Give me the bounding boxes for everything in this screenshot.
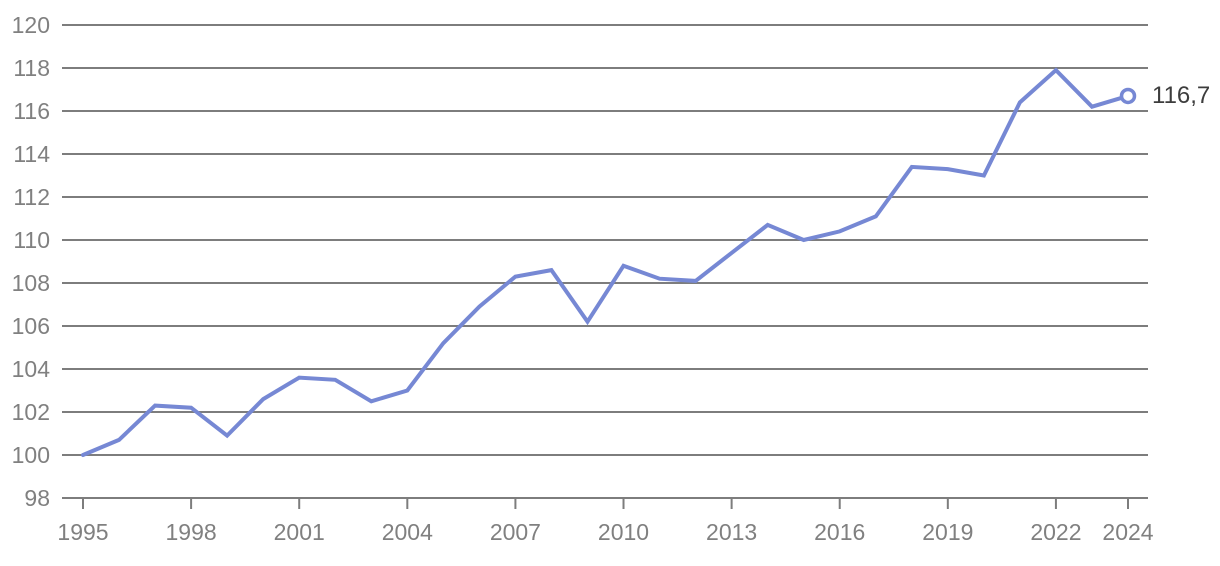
x-tick-label: 1995 bbox=[57, 519, 108, 545]
y-tick-label: 104 bbox=[12, 356, 51, 382]
y-tick-label: 102 bbox=[12, 399, 50, 425]
y-tick-label: 112 bbox=[13, 184, 50, 210]
y-tick-label: 120 bbox=[12, 12, 50, 38]
x-tick-label: 2007 bbox=[490, 519, 541, 545]
x-tick-label: 2022 bbox=[1030, 519, 1081, 545]
x-tick-label: 2001 bbox=[274, 519, 325, 545]
x-tick-label: 2013 bbox=[706, 519, 757, 545]
end-marker bbox=[1119, 87, 1137, 105]
y-tick-label: 116 bbox=[13, 98, 50, 124]
y-tick-label: 108 bbox=[12, 270, 50, 296]
x-tick-label: 2024 bbox=[1102, 519, 1153, 545]
y-tick-label: 110 bbox=[13, 227, 50, 253]
y-tick-label: 118 bbox=[13, 55, 50, 81]
x-tick-label: 2010 bbox=[598, 519, 649, 545]
x-tick-label: 2004 bbox=[382, 519, 433, 545]
data-line bbox=[81, 67, 1130, 457]
y-tick-label: 100 bbox=[12, 442, 50, 468]
end-value-label: 116,7 bbox=[1152, 81, 1211, 109]
y-tick-label: 114 bbox=[13, 141, 50, 167]
y-tick-label: 98 bbox=[24, 485, 50, 511]
x-tick-label: 1998 bbox=[166, 519, 217, 545]
y-tick-label: 106 bbox=[12, 313, 50, 339]
x-tick-label: 2019 bbox=[922, 519, 973, 545]
x-tick-label: 2016 bbox=[814, 519, 865, 545]
